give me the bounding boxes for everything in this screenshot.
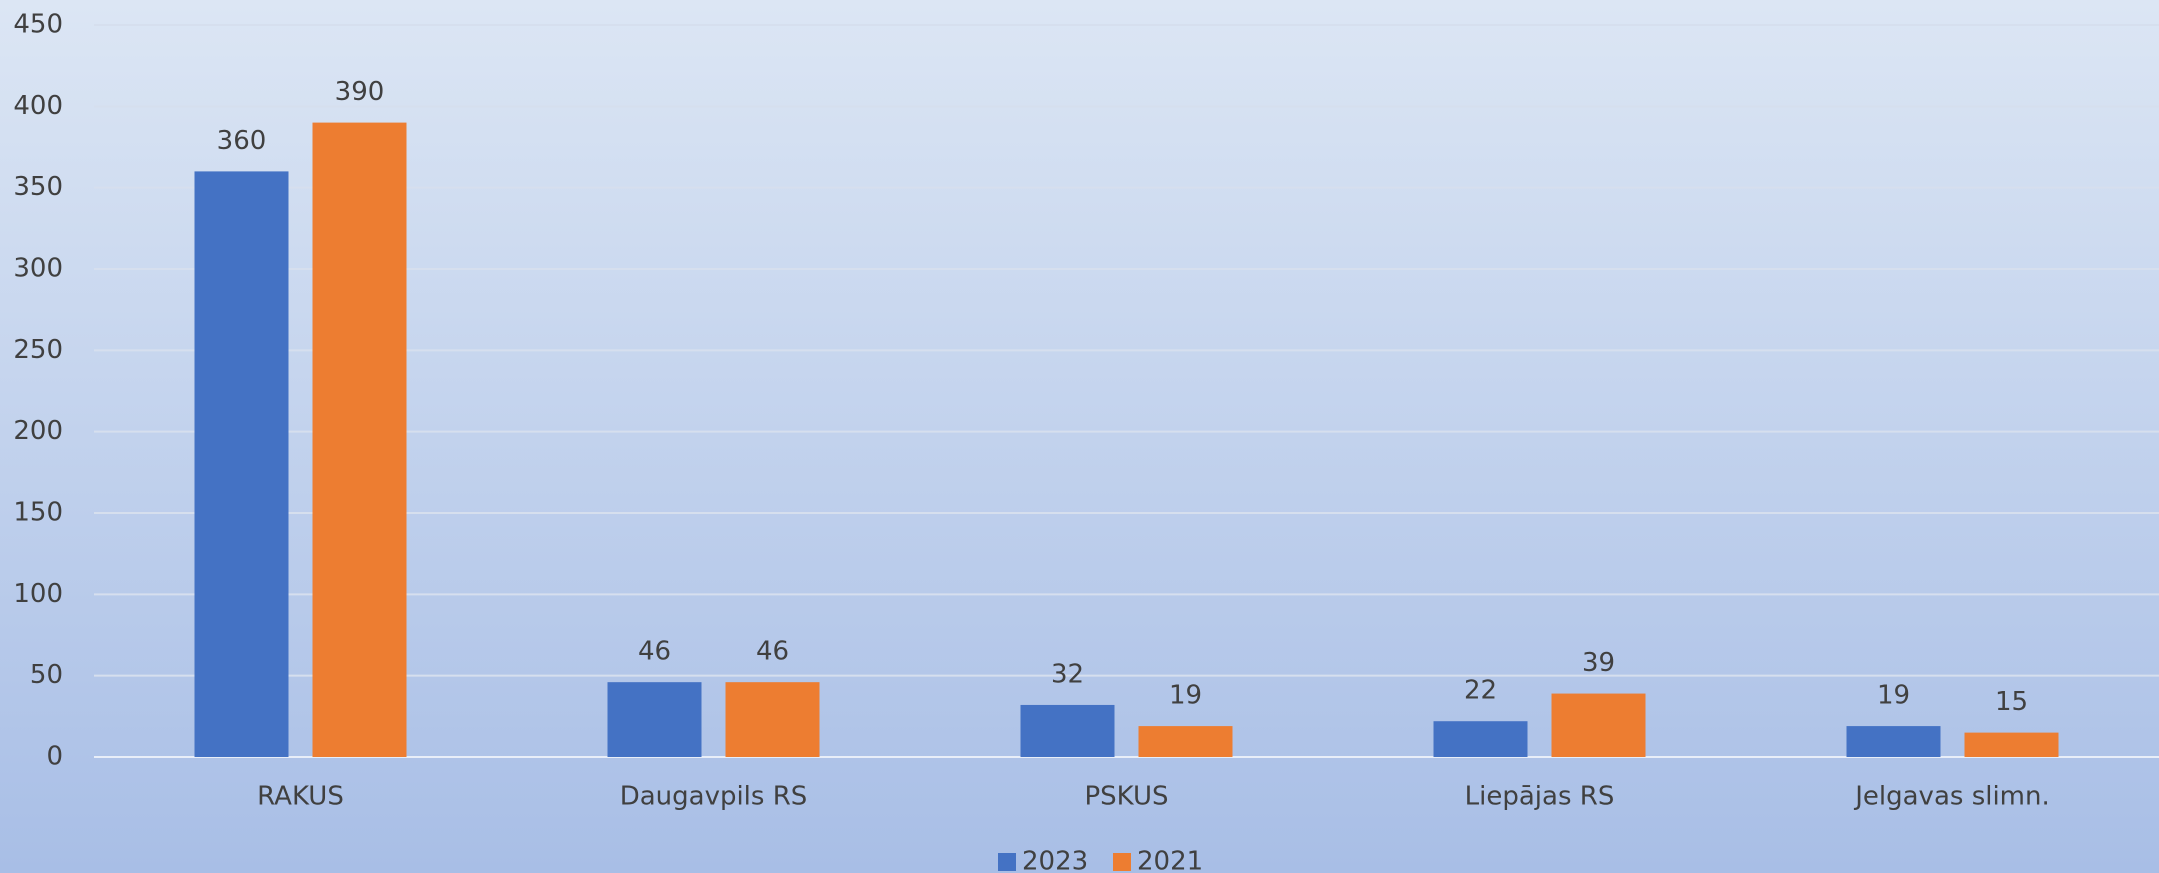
- y-tick-label: 250: [13, 335, 63, 365]
- data-label: 390: [335, 77, 385, 107]
- bar: [725, 682, 820, 757]
- bar: [1020, 704, 1115, 757]
- y-tick-label: 50: [30, 660, 63, 690]
- bar: [1551, 693, 1646, 757]
- bar: [1138, 726, 1233, 757]
- x-tick-label: Daugavpils RS: [620, 782, 808, 812]
- data-label: 39: [1582, 648, 1615, 678]
- data-label: 46: [756, 637, 789, 667]
- y-tick-label: 200: [13, 416, 63, 446]
- legend-label: 2021: [1137, 847, 1203, 873]
- y-tick-label: 0: [46, 742, 63, 772]
- x-tick-label: Liepājas RS: [1465, 782, 1615, 812]
- data-label: 19: [1877, 681, 1910, 711]
- bar: [607, 682, 702, 757]
- x-tick-label: RAKUS: [257, 782, 344, 812]
- y-tick-label: 350: [13, 172, 63, 202]
- y-tick-label: 100: [13, 579, 63, 609]
- data-label: 32: [1051, 659, 1084, 689]
- legend-swatch: [998, 853, 1016, 871]
- bar: [194, 171, 289, 757]
- bar: [1846, 726, 1941, 757]
- bar: [312, 122, 407, 758]
- legend-swatch: [1113, 853, 1131, 871]
- bar: [1433, 721, 1528, 757]
- y-tick-label: 400: [13, 91, 63, 121]
- data-label: 46: [638, 637, 671, 667]
- x-tick-label: Jelgavas slimn.: [1853, 782, 2050, 812]
- y-tick-label: 450: [13, 10, 63, 40]
- x-tick-label: PSKUS: [1084, 782, 1168, 812]
- y-tick-label: 150: [13, 498, 63, 528]
- data-label: 15: [1995, 687, 2028, 717]
- data-label: 360: [217, 126, 267, 156]
- legend-label: 2023: [1022, 847, 1088, 873]
- y-tick-label: 300: [13, 254, 63, 284]
- bar: [1964, 732, 2059, 757]
- data-label: 19: [1169, 681, 1202, 711]
- data-label: 22: [1464, 676, 1497, 706]
